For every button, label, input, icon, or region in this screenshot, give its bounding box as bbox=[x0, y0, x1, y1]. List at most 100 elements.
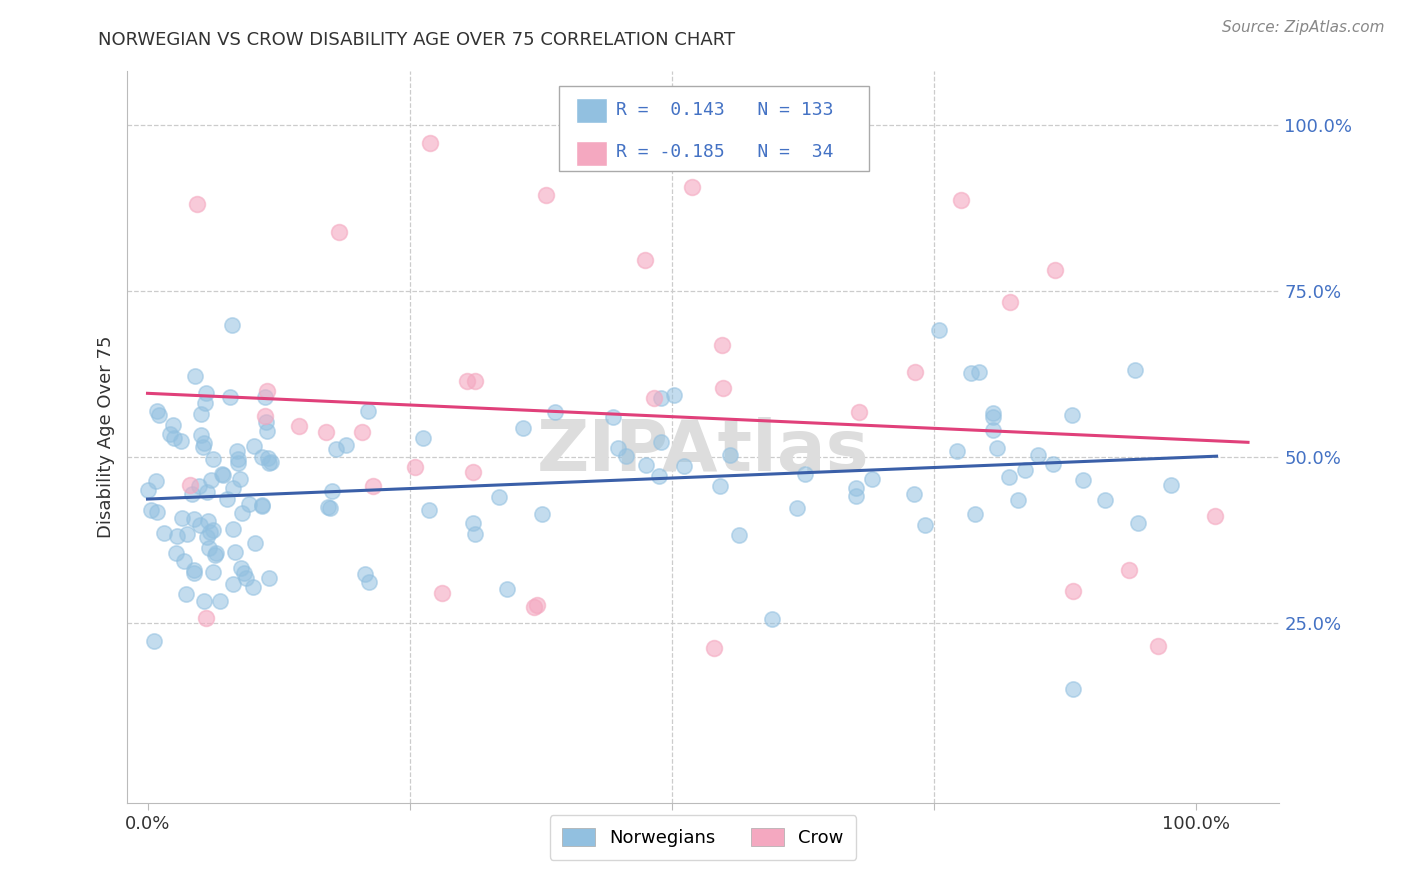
Point bbox=[981, 406, 1004, 420]
Point bbox=[412, 431, 434, 445]
Point bbox=[418, 502, 440, 516]
Point bbox=[602, 410, 624, 425]
Point bbox=[530, 507, 553, 521]
Point bbox=[404, 460, 426, 475]
Point bbox=[191, 440, 214, 454]
Point bbox=[845, 489, 868, 503]
Point bbox=[761, 612, 783, 626]
Point bbox=[607, 441, 630, 455]
Point bbox=[963, 507, 986, 521]
Point bbox=[357, 404, 380, 418]
Point bbox=[163, 430, 186, 444]
Point bbox=[1062, 584, 1084, 599]
Point bbox=[233, 566, 256, 581]
Point bbox=[647, 469, 669, 483]
Point bbox=[190, 428, 212, 442]
Point bbox=[904, 365, 927, 379]
Point bbox=[256, 384, 278, 399]
Point bbox=[172, 511, 194, 525]
Point bbox=[176, 527, 198, 541]
Point bbox=[183, 566, 205, 580]
Point bbox=[179, 477, 201, 491]
Point bbox=[1026, 448, 1049, 462]
Point bbox=[242, 580, 264, 594]
Point bbox=[136, 483, 159, 497]
Point bbox=[195, 484, 218, 499]
Point bbox=[202, 452, 225, 467]
Point bbox=[523, 600, 546, 615]
Point bbox=[350, 425, 373, 439]
Point bbox=[148, 409, 170, 423]
Point bbox=[224, 545, 246, 559]
Point bbox=[222, 481, 245, 495]
Point bbox=[222, 577, 245, 591]
Point bbox=[1094, 492, 1116, 507]
Point bbox=[315, 425, 337, 439]
Point bbox=[229, 561, 252, 575]
Point bbox=[225, 444, 247, 458]
Point bbox=[145, 474, 167, 488]
Text: R = -0.185   N =  34: R = -0.185 N = 34 bbox=[616, 144, 832, 161]
Text: NORWEGIAN VS CROW DISABILITY AGE OVER 75 CORRELATION CHART: NORWEGIAN VS CROW DISABILITY AGE OVER 75… bbox=[98, 31, 735, 49]
Point bbox=[229, 472, 252, 486]
Point bbox=[193, 594, 215, 608]
Point bbox=[718, 448, 741, 462]
Point bbox=[650, 392, 672, 406]
Point bbox=[253, 409, 276, 423]
Point bbox=[226, 451, 249, 466]
Point bbox=[256, 450, 278, 465]
Point bbox=[170, 434, 193, 449]
Y-axis label: Disability Age Over 75: Disability Age Over 75 bbox=[97, 335, 115, 539]
Point bbox=[180, 487, 202, 501]
Point bbox=[221, 318, 243, 332]
Point bbox=[914, 518, 936, 533]
Point bbox=[243, 439, 266, 453]
Point bbox=[200, 525, 222, 540]
Point bbox=[464, 527, 486, 541]
Point bbox=[986, 441, 1008, 455]
Point bbox=[464, 374, 486, 388]
Point bbox=[860, 472, 883, 486]
Point bbox=[526, 599, 548, 613]
Point bbox=[153, 526, 176, 541]
Point bbox=[650, 434, 672, 449]
Point bbox=[186, 196, 208, 211]
Point bbox=[1043, 263, 1066, 277]
Point bbox=[960, 366, 983, 380]
Point bbox=[928, 323, 950, 337]
Point bbox=[222, 522, 245, 536]
Point bbox=[259, 455, 281, 469]
Point bbox=[238, 497, 260, 511]
Point bbox=[1204, 508, 1226, 523]
Legend: Norwegians, Crow: Norwegians, Crow bbox=[550, 815, 856, 860]
Point bbox=[217, 492, 239, 507]
Point bbox=[430, 585, 453, 599]
Point bbox=[205, 546, 228, 560]
Point bbox=[335, 437, 357, 451]
Point bbox=[361, 479, 384, 493]
Point bbox=[1118, 563, 1140, 577]
Point bbox=[202, 523, 225, 537]
Point bbox=[219, 390, 242, 404]
Point bbox=[643, 391, 665, 405]
Point bbox=[166, 529, 188, 543]
Point bbox=[728, 528, 751, 542]
Point bbox=[357, 575, 380, 590]
Point bbox=[231, 506, 253, 520]
Point bbox=[190, 407, 212, 421]
Point bbox=[456, 374, 478, 388]
Point bbox=[143, 634, 166, 648]
Point bbox=[195, 530, 218, 544]
Point bbox=[1160, 478, 1182, 492]
Point bbox=[321, 484, 343, 499]
Point bbox=[496, 582, 519, 596]
Point bbox=[257, 571, 280, 585]
Point bbox=[946, 443, 969, 458]
Point bbox=[636, 458, 658, 472]
Point bbox=[983, 424, 1005, 438]
Point bbox=[173, 554, 195, 568]
Point bbox=[183, 563, 205, 577]
Point bbox=[1062, 681, 1084, 696]
Point bbox=[193, 436, 215, 450]
Point bbox=[200, 474, 222, 488]
